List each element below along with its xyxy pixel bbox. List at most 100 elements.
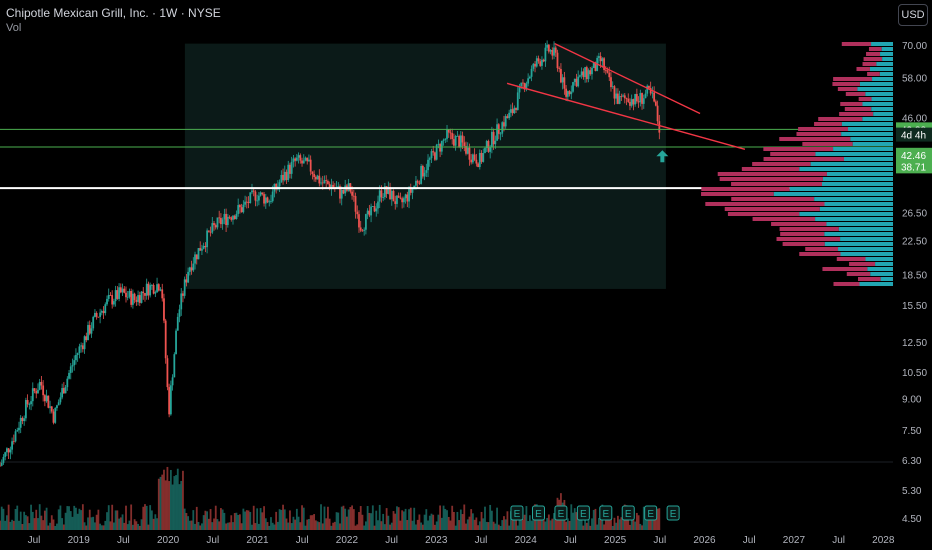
volume-profile-row-up bbox=[869, 67, 893, 71]
volume-bar bbox=[587, 514, 590, 530]
candle-body bbox=[204, 245, 207, 248]
volume-bar bbox=[506, 511, 509, 530]
candle-body bbox=[453, 139, 455, 146]
volume-bar bbox=[78, 508, 81, 530]
volume-bar bbox=[465, 523, 467, 530]
volume-profile-row-up bbox=[882, 57, 893, 61]
volume-profile-row-up bbox=[789, 187, 893, 191]
volume-bar bbox=[599, 514, 602, 530]
candle-body bbox=[577, 76, 580, 87]
candle-body bbox=[68, 372, 70, 379]
trendline-0 bbox=[554, 42, 701, 115]
volume-bar bbox=[0, 506, 3, 530]
candle-body bbox=[454, 136, 457, 146]
volume-profile-row-down bbox=[844, 107, 872, 111]
candle-body bbox=[201, 248, 203, 251]
candle-body bbox=[447, 129, 450, 133]
volume-profile-row-up bbox=[822, 182, 893, 186]
earnings-icon bbox=[621, 505, 635, 521]
candle-body bbox=[622, 95, 624, 97]
volume-profile-row-down bbox=[845, 92, 866, 96]
candle-body bbox=[648, 85, 650, 89]
volume-bar bbox=[97, 509, 100, 530]
candle-body bbox=[285, 171, 288, 180]
earnings-icon-label: E bbox=[558, 509, 565, 520]
y-axis-tick-label: 12.50 bbox=[902, 338, 927, 349]
x-axis-tick-label: 2026 bbox=[693, 535, 716, 546]
volume-profile-row-up bbox=[862, 102, 893, 106]
volume-bar bbox=[57, 509, 60, 530]
candle-body bbox=[572, 82, 574, 92]
volume-bar bbox=[356, 524, 359, 530]
volume-bar bbox=[26, 516, 29, 530]
candle-body bbox=[166, 358, 169, 388]
candle-body bbox=[194, 254, 196, 264]
candle-body bbox=[515, 107, 517, 110]
candle-body bbox=[290, 161, 293, 174]
volume-bar bbox=[239, 514, 241, 530]
candle-body bbox=[106, 298, 108, 305]
earnings-icon-label: E bbox=[580, 509, 587, 520]
volume-bar bbox=[359, 506, 362, 530]
y-axis-tick-label: 46.00 bbox=[902, 113, 927, 124]
candle-body bbox=[69, 366, 72, 373]
volume-bar bbox=[154, 514, 157, 530]
volume-profile-row-up bbox=[879, 72, 893, 76]
volume-bar bbox=[544, 521, 547, 530]
candle-body bbox=[57, 402, 60, 406]
volume-bar bbox=[119, 517, 122, 530]
volume-bar bbox=[14, 508, 17, 530]
candle-body bbox=[114, 290, 117, 302]
volume-bar bbox=[308, 519, 310, 530]
candle-body bbox=[637, 101, 640, 103]
volume-bar bbox=[232, 522, 234, 530]
volume-profile-row-up bbox=[840, 252, 893, 256]
candle-body bbox=[579, 75, 581, 77]
volume-bar bbox=[370, 513, 372, 530]
candle-body bbox=[463, 142, 466, 147]
volume-bar bbox=[318, 522, 321, 530]
candle-body bbox=[423, 172, 426, 177]
volume-bar bbox=[223, 512, 226, 530]
volume-bar bbox=[373, 525, 376, 530]
candle-body bbox=[339, 186, 341, 199]
currency-button[interactable]: USD bbox=[898, 4, 928, 26]
candle-body bbox=[620, 96, 623, 97]
volume-bar bbox=[513, 516, 516, 530]
candle-body bbox=[133, 293, 136, 300]
volume-profile-row-down bbox=[779, 227, 839, 231]
candle-body bbox=[76, 353, 79, 356]
volume-profile-row-down bbox=[719, 177, 823, 181]
volume-bar bbox=[320, 504, 322, 530]
candle-body bbox=[598, 56, 600, 58]
volume-bar bbox=[33, 518, 36, 530]
candle-body bbox=[546, 44, 549, 48]
volume-bar bbox=[190, 520, 193, 530]
candle-body bbox=[356, 211, 359, 215]
volume-bar bbox=[401, 510, 404, 530]
volume-bar bbox=[644, 517, 647, 530]
price-label-tag bbox=[896, 127, 932, 142]
x-axis-tick-label: Jul bbox=[743, 535, 756, 546]
y-axis-tick-label: 6.30 bbox=[902, 456, 922, 467]
volume-bar bbox=[632, 512, 635, 530]
volume-bar bbox=[175, 475, 177, 530]
candle-body bbox=[487, 140, 490, 152]
volume-bar bbox=[280, 509, 283, 530]
volume-profile-row-up bbox=[799, 167, 893, 171]
volume-bar bbox=[7, 504, 10, 530]
volume-bar bbox=[0, 520, 1, 530]
volume-bar bbox=[261, 512, 264, 530]
candle-body bbox=[278, 182, 281, 187]
price-label-text: 38.71 bbox=[901, 162, 926, 173]
volume-bar bbox=[240, 523, 243, 530]
candle-body bbox=[503, 122, 505, 127]
volume-bar bbox=[23, 511, 26, 530]
volume-bar bbox=[413, 507, 416, 530]
y-axis-tick-label: 70.00 bbox=[902, 41, 927, 52]
volume-bar bbox=[432, 514, 435, 530]
candle-body bbox=[399, 197, 402, 199]
candle-body bbox=[52, 411, 55, 423]
candle-body bbox=[185, 279, 188, 283]
